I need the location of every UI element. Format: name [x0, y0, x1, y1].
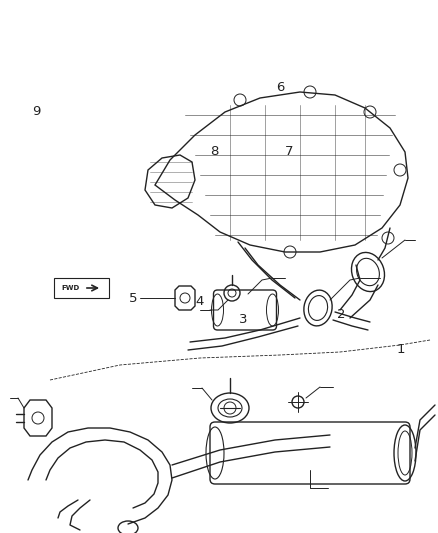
- Text: 5: 5: [129, 292, 138, 305]
- Text: 4: 4: [195, 295, 204, 308]
- Text: 8: 8: [210, 146, 219, 158]
- Text: 6: 6: [276, 82, 285, 94]
- Text: 7: 7: [285, 146, 293, 158]
- Text: 3: 3: [239, 313, 247, 326]
- Text: FWD: FWD: [61, 285, 79, 291]
- Text: 1: 1: [396, 343, 405, 356]
- Text: 2: 2: [337, 308, 346, 321]
- Text: 9: 9: [32, 106, 40, 118]
